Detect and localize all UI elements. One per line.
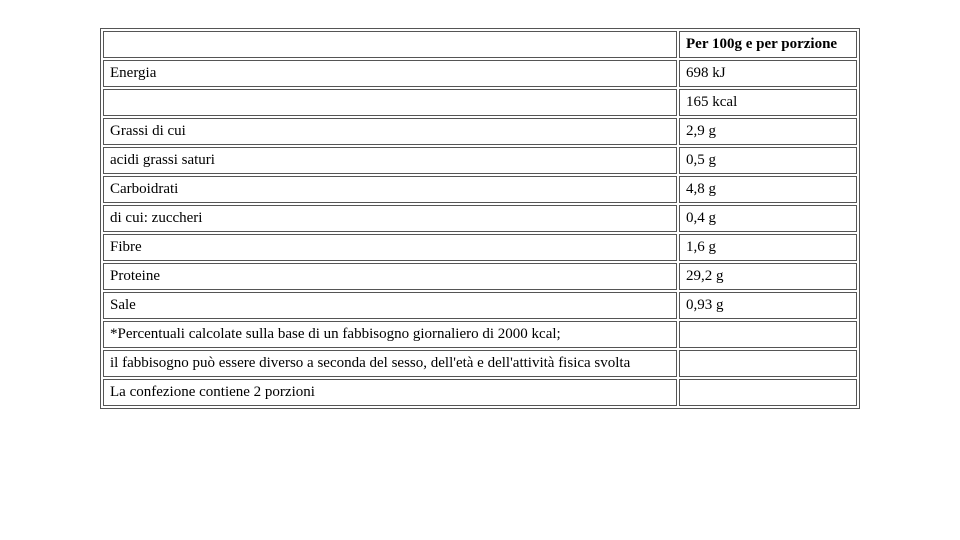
nutrition-table: Per 100g e per porzione Energia 698 kJ 1… (100, 28, 860, 409)
table-row: *Percentuali calcolate sulla base di un … (103, 321, 857, 348)
row-value (679, 379, 857, 406)
row-value: 2,9 g (679, 118, 857, 145)
row-value: 0,4 g (679, 205, 857, 232)
row-label: Sale (103, 292, 677, 319)
row-label: di cui: zuccheri (103, 205, 677, 232)
table-row: Fibre 1,6 g (103, 234, 857, 261)
table-header-row: Per 100g e per porzione (103, 31, 857, 58)
row-label: Proteine (103, 263, 677, 290)
row-label (103, 89, 677, 116)
table-row: acidi grassi saturi 0,5 g (103, 147, 857, 174)
row-value: 4,8 g (679, 176, 857, 203)
row-label: Fibre (103, 234, 677, 261)
row-value: 0,5 g (679, 147, 857, 174)
row-value: 1,6 g (679, 234, 857, 261)
table-row: il fabbisogno può essere diverso a secon… (103, 350, 857, 377)
row-value: 698 kJ (679, 60, 857, 87)
header-col-value: Per 100g e per porzione (679, 31, 857, 58)
row-value: 29,2 g (679, 263, 857, 290)
header-col-label (103, 31, 677, 58)
table-row: Carboidrati 4,8 g (103, 176, 857, 203)
row-label: Energia (103, 60, 677, 87)
row-value: 0,93 g (679, 292, 857, 319)
page-content: Per 100g e per porzione Energia 698 kJ 1… (0, 0, 960, 409)
row-label: *Percentuali calcolate sulla base di un … (103, 321, 677, 348)
row-value (679, 350, 857, 377)
table-row: Grassi di cui 2,9 g (103, 118, 857, 145)
row-value (679, 321, 857, 348)
row-label: La confezione contiene 2 porzioni (103, 379, 677, 406)
table-row: La confezione contiene 2 porzioni (103, 379, 857, 406)
table-row: 165 kcal (103, 89, 857, 116)
row-label: Carboidrati (103, 176, 677, 203)
row-label: il fabbisogno può essere diverso a secon… (103, 350, 677, 377)
table-row: Proteine 29,2 g (103, 263, 857, 290)
table-row: di cui: zuccheri 0,4 g (103, 205, 857, 232)
table-row: Energia 698 kJ (103, 60, 857, 87)
table-row: Sale 0,93 g (103, 292, 857, 319)
row-value: 165 kcal (679, 89, 857, 116)
row-label: Grassi di cui (103, 118, 677, 145)
row-label: acidi grassi saturi (103, 147, 677, 174)
